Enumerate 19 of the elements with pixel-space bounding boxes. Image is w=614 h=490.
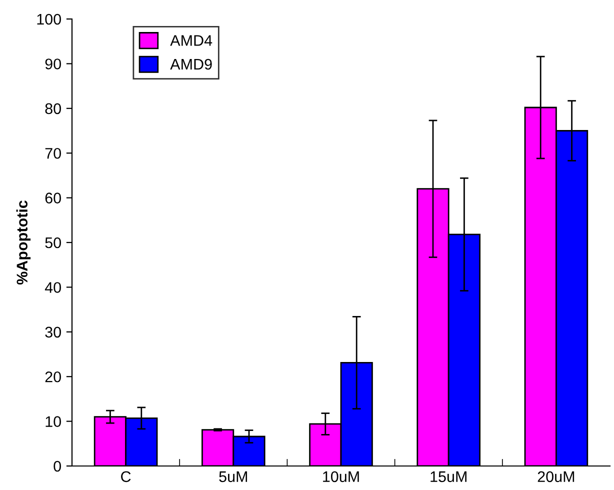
y-tick-label: 90 [45,58,61,70]
y-axis-title: %Apoptotic [16,200,31,285]
x-tick-label: 20uM [538,471,574,482]
legend-label: AMD4 [170,35,212,46]
y-tick-label: 80 [45,103,61,114]
x-tick-label: 15uM [430,471,466,482]
legend-label: AMD9 [170,58,212,70]
y-tick-label: 60 [45,192,61,204]
y-tick-label: 20 [45,371,61,382]
x-tick-label: C [121,471,131,482]
y-tick-label: 40 [44,282,61,293]
y-tick-label: 0 [54,460,61,472]
x-tick-label: 5uM [219,471,248,482]
y-tick-label: 30 [45,326,61,338]
y-tick-label: 70 [45,148,61,159]
y-tick-label: 100 [37,14,61,25]
y-tick-label: 50 [45,237,61,248]
y-tick-label: 10 [46,416,61,427]
x-tick-label: 10uM [323,471,359,482]
